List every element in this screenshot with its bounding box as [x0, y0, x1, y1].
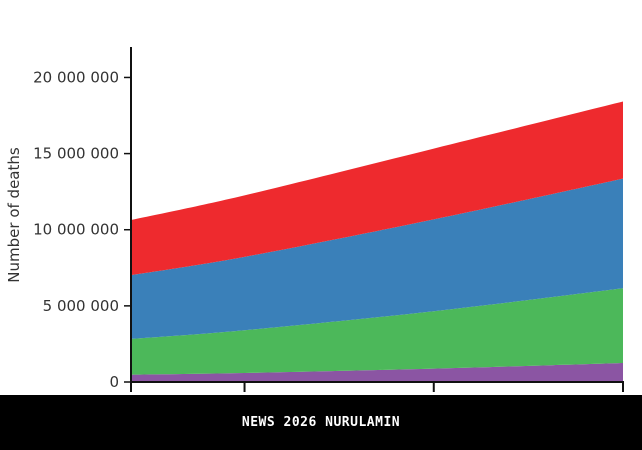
area-series-3: [131, 178, 623, 339]
watermark-banner: NEWS 2026 NURULAMIN: [0, 395, 642, 450]
y-tick-label: 15 000 000: [33, 145, 119, 163]
x-ticks: [130, 382, 624, 392]
y-tick-label: 10 000 000: [33, 221, 119, 239]
area-series-4: [131, 101, 623, 276]
banner-text: NEWS 2026 NURULAMIN: [241, 415, 401, 430]
stacked-area-chart: 0 5 000 000 10 000 000 15 000 000 20 000 000…: [5, 47, 624, 392]
area-series-2: [131, 288, 623, 375]
y-axis-title: Number of deaths: [5, 147, 23, 283]
y-tick-label: 0: [109, 373, 119, 391]
y-ticks: 0 5 000 000 10 000 000 15 000 000 20 000 000: [33, 68, 131, 391]
areas-layer: [131, 101, 623, 382]
y-tick-label: 5 000 000: [43, 297, 119, 315]
area-series-1: [131, 362, 623, 382]
y-tick-label: 20 000 000: [33, 68, 119, 86]
